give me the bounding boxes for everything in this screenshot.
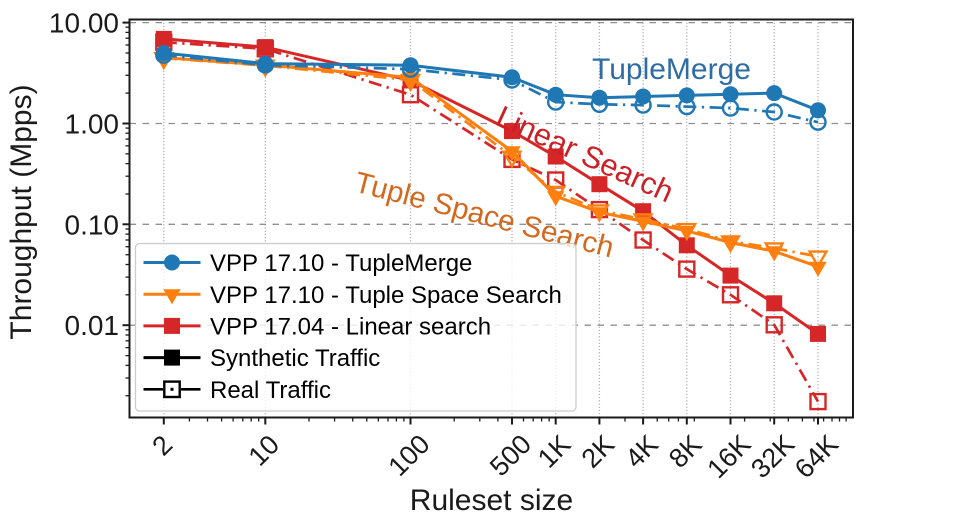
svg-text:Ruleset size: Ruleset size: [410, 484, 573, 514]
svg-text:VPP 17.10 - TupleMerge: VPP 17.10 - TupleMerge: [210, 250, 472, 277]
svg-text:VPP 17.10 - Tuple Space Search: VPP 17.10 - Tuple Space Search: [210, 282, 562, 309]
svg-text:Real Traffic: Real Traffic: [210, 377, 331, 404]
svg-text:10.00: 10.00: [49, 8, 119, 39]
svg-text:TupleMerge: TupleMerge: [592, 53, 751, 86]
svg-text:Throughput (Mpps): Throughput (Mpps): [5, 84, 38, 339]
svg-text:VPP 17.04 - Linear search: VPP 17.04 - Linear search: [210, 314, 491, 341]
svg-text:1.00: 1.00: [65, 109, 120, 140]
svg-text:0.01: 0.01: [65, 310, 120, 341]
svg-text:0.10: 0.10: [65, 209, 120, 240]
svg-text:Synthetic Traffic: Synthetic Traffic: [210, 345, 380, 372]
